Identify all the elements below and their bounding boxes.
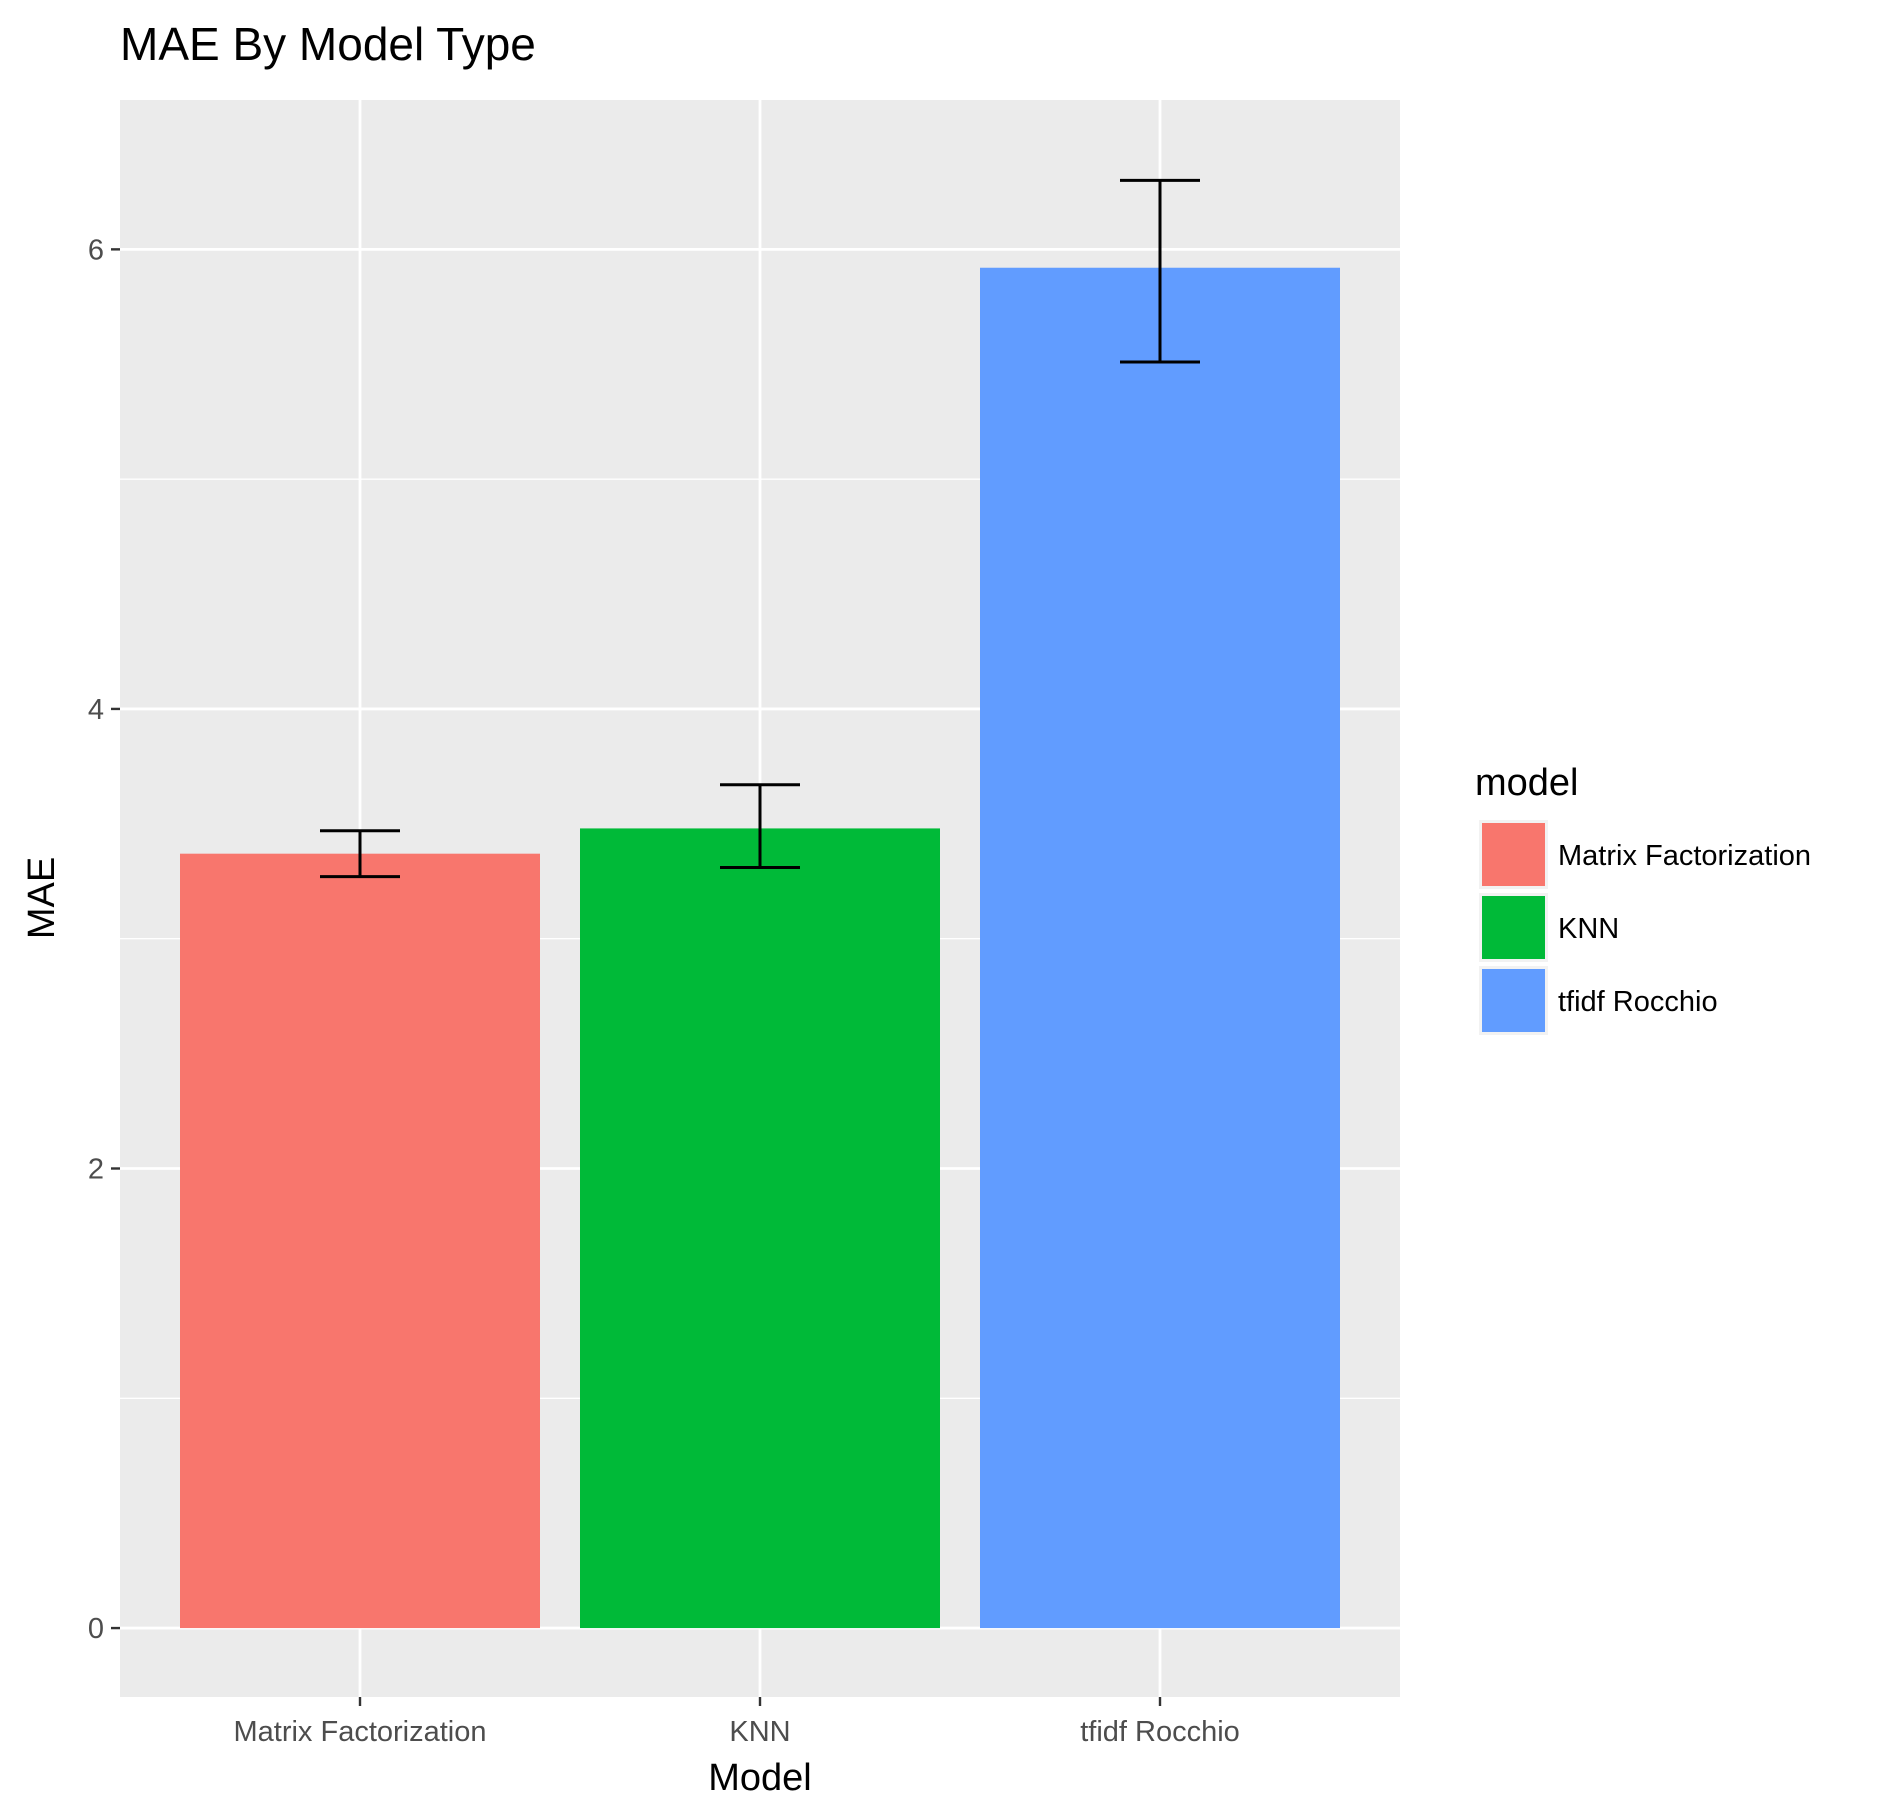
- bar: [180, 853, 540, 1629]
- y-tick-label: 0: [88, 1613, 104, 1645]
- legend-label: tfidf Rocchio: [1558, 986, 1718, 1018]
- bar: [580, 828, 940, 1629]
- y-tick-label: 2: [88, 1153, 104, 1185]
- error-bars: [320, 178, 1200, 879]
- y-axis-title: MAE: [21, 857, 63, 939]
- x-axis-title: Model: [708, 1757, 812, 1799]
- legend-title: model: [1475, 762, 1579, 804]
- chart-title: MAE By Model Type: [120, 18, 536, 70]
- y-axis: 0 2 4 6: [88, 234, 120, 1645]
- x-tick-label: tfidf Rocchio: [1080, 1716, 1240, 1748]
- legend-label: KNN: [1558, 913, 1619, 945]
- bar: [980, 267, 1340, 1629]
- legend-swatch: [1482, 969, 1545, 1032]
- x-tick-label: KNN: [729, 1716, 790, 1748]
- legend-swatch: [1482, 823, 1545, 886]
- x-axis: Matrix Factorization KNN tfidf Rocchio: [233, 1697, 1240, 1748]
- y-tick-label: 4: [88, 694, 104, 726]
- bars: [180, 267, 1340, 1629]
- legend-label: Matrix Factorization: [1558, 840, 1811, 872]
- x-tick-label: Matrix Factorization: [233, 1716, 486, 1748]
- legend: model Matrix Factorization KNN tfidf Rocch…: [1475, 762, 1811, 1035]
- legend-swatch: [1482, 896, 1545, 959]
- y-tick-label: 6: [88, 234, 104, 266]
